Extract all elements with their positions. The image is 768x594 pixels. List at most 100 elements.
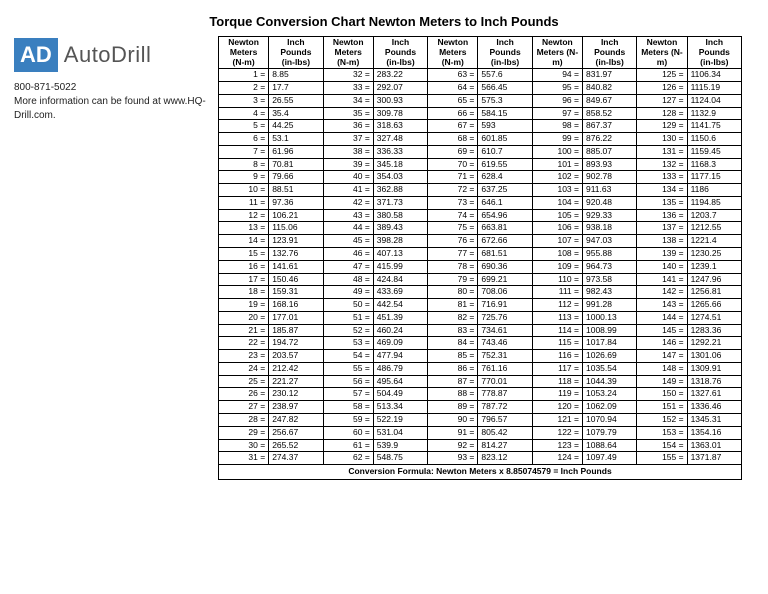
cell-nm: 12 = — [219, 209, 269, 222]
cell-nm: 73 = — [428, 196, 478, 209]
cell-nm: 142 = — [637, 286, 687, 299]
cell-il: 238.97 — [269, 401, 323, 414]
cell-nm: 72 = — [428, 184, 478, 197]
cell-nm: 153 = — [637, 426, 687, 439]
cell-nm: 8 = — [219, 158, 269, 171]
cell-il: 469.09 — [373, 337, 427, 350]
cell-il: 522.19 — [373, 413, 427, 426]
cell-il: 1132.9 — [687, 107, 741, 120]
cell-nm: 26 = — [219, 388, 269, 401]
cell-nm: 143 = — [637, 299, 687, 312]
cell-il: 1336.46 — [687, 401, 741, 414]
cell-il: 1318.76 — [687, 375, 741, 388]
cell-nm: 76 = — [428, 235, 478, 248]
cell-il: 495.64 — [373, 375, 427, 388]
cell-nm: 116 = — [532, 350, 582, 363]
cell-il: 1265.66 — [687, 299, 741, 312]
cell-il: 716.91 — [478, 299, 532, 312]
cell-nm: 150 = — [637, 388, 687, 401]
cell-nm: 130 = — [637, 133, 687, 146]
cell-il: 159.31 — [269, 286, 323, 299]
table-row: 15 =132.7646 =407.1377 =681.51108 =955.8… — [219, 248, 742, 261]
cell-il: 327.48 — [373, 133, 427, 146]
cell-il: 362.88 — [373, 184, 427, 197]
cell-il: 663.81 — [478, 222, 532, 235]
conversion-table: NewtonMeters(N-m)InchPounds(in-lbs)Newto… — [218, 36, 742, 480]
cell-il: 221.27 — [269, 375, 323, 388]
cell-nm: 105 = — [532, 209, 582, 222]
cell-nm: 93 = — [428, 452, 478, 465]
cell-il: 1186 — [687, 184, 741, 197]
cell-il: 132.76 — [269, 248, 323, 261]
table-row: 21 =185.8752 =460.2483 =734.61114 =1008.… — [219, 324, 742, 337]
cell-nm: 99 = — [532, 133, 582, 146]
table-row: 5 =44.2536 =318.6367 =59398 =867.37129 =… — [219, 120, 742, 133]
cell-nm: 136 = — [637, 209, 687, 222]
table-row: 30 =265.5261 =539.992 =814.27123 =1088.6… — [219, 439, 742, 452]
logo: AD AutoDrill — [14, 38, 212, 72]
cell-il: 1079.79 — [582, 426, 636, 439]
cell-il: 53.1 — [269, 133, 323, 146]
cell-il: 1017.84 — [582, 337, 636, 350]
cell-nm: 115 = — [532, 337, 582, 350]
cell-nm: 69 = — [428, 145, 478, 158]
cell-il: 690.36 — [478, 260, 532, 273]
cell-il: 761.16 — [478, 362, 532, 375]
cell-nm: 15 = — [219, 248, 269, 261]
cell-il: 1274.51 — [687, 311, 741, 324]
cell-nm: 7 = — [219, 145, 269, 158]
table-row: 7 =61.9638 =336.3369 =610.7100 =885.0713… — [219, 145, 742, 158]
cell-nm: 75 = — [428, 222, 478, 235]
cell-nm: 145 = — [637, 324, 687, 337]
cell-nm: 133 = — [637, 171, 687, 184]
cell-nm: 138 = — [637, 235, 687, 248]
cell-il: 1354.16 — [687, 426, 741, 439]
cell-nm: 124 = — [532, 452, 582, 465]
cell-il: 1177.15 — [687, 171, 741, 184]
table-row: 31 =274.3762 =548.7593 =823.12124 =1097.… — [219, 452, 742, 465]
cell-il: 1371.87 — [687, 452, 741, 465]
cell-nm: 148 = — [637, 362, 687, 375]
cell-nm: 67 = — [428, 120, 478, 133]
cell-il: 831.97 — [582, 69, 636, 82]
cell-il: 1062.09 — [582, 401, 636, 414]
cell-il: 911.63 — [582, 184, 636, 197]
cell-nm: 71 = — [428, 171, 478, 184]
cell-nm: 49 = — [323, 286, 373, 299]
cell-il: 858.52 — [582, 107, 636, 120]
cell-il: 44.25 — [269, 120, 323, 133]
cell-il: 628.4 — [478, 171, 532, 184]
cell-nm: 134 = — [637, 184, 687, 197]
cell-nm: 52 = — [323, 324, 373, 337]
page: Torque Conversion Chart Newton Meters to… — [0, 0, 768, 594]
table-row: 25 =221.2756 =495.6487 =770.01118 =1044.… — [219, 375, 742, 388]
cell-nm: 58 = — [323, 401, 373, 414]
cell-il: 770.01 — [478, 375, 532, 388]
cell-nm: 154 = — [637, 439, 687, 452]
cell-nm: 18 = — [219, 286, 269, 299]
cell-il: 194.72 — [269, 337, 323, 350]
col-header-il: InchPounds(in-lbs) — [687, 37, 741, 69]
cell-il: 1256.81 — [687, 286, 741, 299]
col-header-il: InchPounds(in-lbs) — [582, 37, 636, 69]
cell-il: 840.82 — [582, 82, 636, 95]
cell-il: 168.16 — [269, 299, 323, 312]
cell-nm: 84 = — [428, 337, 478, 350]
cell-il: 1363.01 — [687, 439, 741, 452]
cell-nm: 118 = — [532, 375, 582, 388]
cell-nm: 5 = — [219, 120, 269, 133]
cell-nm: 132 = — [637, 158, 687, 171]
table-row: 3 =26.5534 =300.9365 =575.396 =849.67127… — [219, 94, 742, 107]
cell-nm: 70 = — [428, 158, 478, 171]
col-header-nm: NewtonMeters(N-m) — [219, 37, 269, 69]
cell-il: 318.63 — [373, 120, 427, 133]
cell-il: 354.03 — [373, 171, 427, 184]
cell-il: 70.81 — [269, 158, 323, 171]
cell-il: 787.72 — [478, 401, 532, 414]
logo-badge: AD — [14, 38, 58, 72]
cell-nm: 34 = — [323, 94, 373, 107]
table-footer: Conversion Formula: Newton Meters x 8.85… — [219, 465, 742, 480]
table-row: 9 =79.6640 =354.0371 =628.4102 =902.7813… — [219, 171, 742, 184]
cell-nm: 60 = — [323, 426, 373, 439]
cell-nm: 125 = — [637, 69, 687, 82]
